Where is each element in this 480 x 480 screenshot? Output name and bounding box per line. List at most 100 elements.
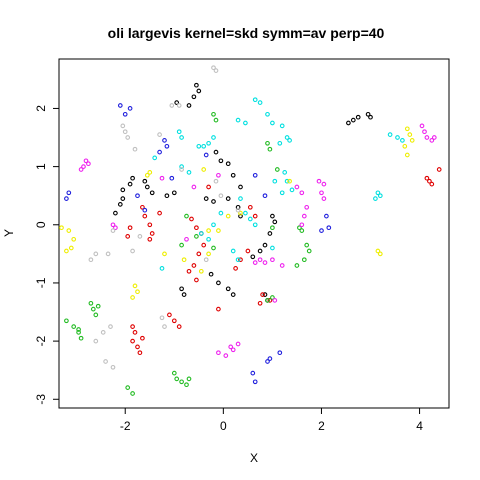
data-point-gray [125, 135, 131, 140]
data-point-black [191, 94, 197, 100]
data-point-black [262, 292, 268, 297]
data-point-black [196, 88, 202, 94]
data-point-gray [159, 315, 165, 321]
data-point-red [252, 213, 258, 219]
data-point-red [206, 184, 211, 190]
data-point-gray [235, 207, 241, 213]
data-point-black [194, 82, 199, 88]
data-point-magenta [279, 263, 285, 268]
data-point-black [216, 280, 221, 286]
data-point-gray [132, 146, 138, 152]
data-point-red [140, 335, 145, 341]
data-point-green [294, 263, 300, 268]
data-point-green [93, 312, 99, 318]
data-point-magenta [431, 135, 437, 140]
data-point-green [179, 242, 184, 248]
data-point-red [142, 213, 148, 219]
data-point-red [257, 300, 263, 306]
data-point-blue [277, 350, 283, 356]
data-point-red [147, 222, 153, 228]
data-point-red [167, 312, 172, 318]
y-tick-label: -3 [34, 394, 48, 405]
data-point-cyan [230, 248, 236, 254]
data-point-black [130, 175, 135, 181]
data-point-gray [120, 123, 126, 129]
data-point-magenta [270, 257, 275, 263]
data-points [59, 65, 442, 396]
data-point-cyan [198, 231, 204, 236]
data-point-black [350, 117, 356, 123]
data-point-cyan [395, 135, 400, 140]
data-point-gray [110, 228, 116, 233]
data-point-red [247, 204, 253, 210]
data-point-magenta [184, 236, 189, 242]
data-point-cyan [235, 117, 241, 123]
data-point-red [189, 216, 194, 222]
data-point-cyan [279, 190, 285, 196]
data-point-cyan [279, 123, 285, 129]
data-point-cyan [243, 120, 248, 126]
data-point-green [270, 295, 275, 300]
data-point-yellow [287, 178, 292, 184]
data-point-green [211, 245, 216, 251]
data-point-black [262, 242, 268, 248]
data-point-cyan [211, 222, 216, 228]
data-point-black [368, 114, 373, 120]
data-point-black [213, 149, 219, 155]
data-point-green [211, 111, 216, 117]
data-point-blue [164, 143, 170, 149]
data-point-black [238, 184, 243, 190]
data-point-cyan [387, 132, 393, 137]
data-point-magenta [304, 204, 310, 210]
data-point-magenta [422, 129, 427, 135]
data-point-yellow [404, 126, 410, 132]
data-point-cyan [375, 190, 381, 196]
data-point-black [235, 204, 241, 210]
data-point-green [184, 213, 189, 219]
data-point-red [135, 344, 140, 350]
data-point-black [164, 193, 170, 199]
data-point-black [117, 202, 123, 207]
data-point-cyan [179, 135, 184, 140]
data-point-green [301, 257, 307, 263]
data-point-blue [127, 106, 133, 111]
data-point-magenta [78, 167, 84, 172]
data-point-black [203, 196, 209, 201]
data-point-yellow [377, 251, 383, 257]
data-point-cyan [270, 120, 275, 126]
data-point-magenta [81, 164, 86, 169]
data-point-black [181, 292, 187, 297]
data-point-yellow [66, 228, 72, 233]
data-point-red [429, 181, 435, 187]
data-point-cyan [206, 236, 211, 242]
data-point-gray [122, 129, 128, 135]
data-point-yellow [59, 225, 64, 231]
data-point-red [130, 338, 135, 344]
data-point-magenta [235, 341, 241, 347]
data-point-blue [142, 207, 148, 213]
data-point-black [270, 213, 275, 219]
data-point-red [191, 263, 197, 268]
data-point-gray [137, 234, 143, 239]
data-point-green [71, 324, 77, 329]
data-point-magenta [294, 184, 300, 190]
data-point-black [142, 178, 148, 184]
data-point-cyan [243, 210, 248, 216]
data-point-black [186, 103, 192, 108]
data-point-magenta [252, 260, 258, 265]
data-point-magenta [262, 260, 268, 265]
data-point-cyan [289, 187, 295, 193]
data-point-green [299, 228, 305, 233]
data-point-green [267, 146, 273, 152]
data-point-gray [213, 178, 219, 184]
data-point-red [201, 242, 207, 248]
x-tick-label: 4 [416, 419, 423, 433]
data-point-red [125, 234, 131, 239]
data-point-cyan [287, 138, 292, 143]
data-point-red [194, 225, 199, 231]
data-point-cyan [282, 170, 288, 175]
data-point-cyan [373, 196, 378, 201]
data-point-black [257, 248, 263, 254]
data-point-green [88, 300, 94, 306]
data-point-yellow [71, 236, 77, 242]
